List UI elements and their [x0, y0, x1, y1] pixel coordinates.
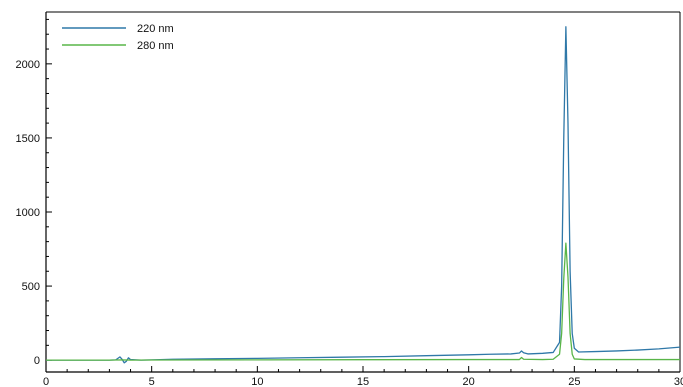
legend: 220 nm 280 nm [62, 23, 174, 52]
legend-label-2: 280 nm [137, 40, 174, 52]
y-tick-label: 1000 [16, 207, 40, 219]
series-line-1 [46, 26, 681, 364]
x-tick-label: 25 [568, 376, 580, 387]
axes: 0 500 1000 1500 2000 0 5 10 15 20 25 30 [16, 11, 683, 387]
x-tick-label: 0 [43, 376, 49, 387]
x-tick-label: 10 [251, 376, 263, 387]
y-tick-label: 500 [22, 281, 40, 293]
legend-label-1: 220 nm [137, 23, 174, 35]
x-tick-label: 30 [674, 376, 683, 387]
series-line-2 [46, 242, 680, 361]
y-tick-label: 1500 [16, 133, 40, 145]
x-tick-label: 5 [149, 376, 155, 387]
y-tick-label: 0 [34, 355, 40, 367]
y-tick-label: 2000 [16, 59, 40, 71]
x-tick-label: 20 [463, 376, 475, 387]
plot-lines [46, 26, 681, 364]
x-tick-label: 15 [357, 376, 369, 387]
